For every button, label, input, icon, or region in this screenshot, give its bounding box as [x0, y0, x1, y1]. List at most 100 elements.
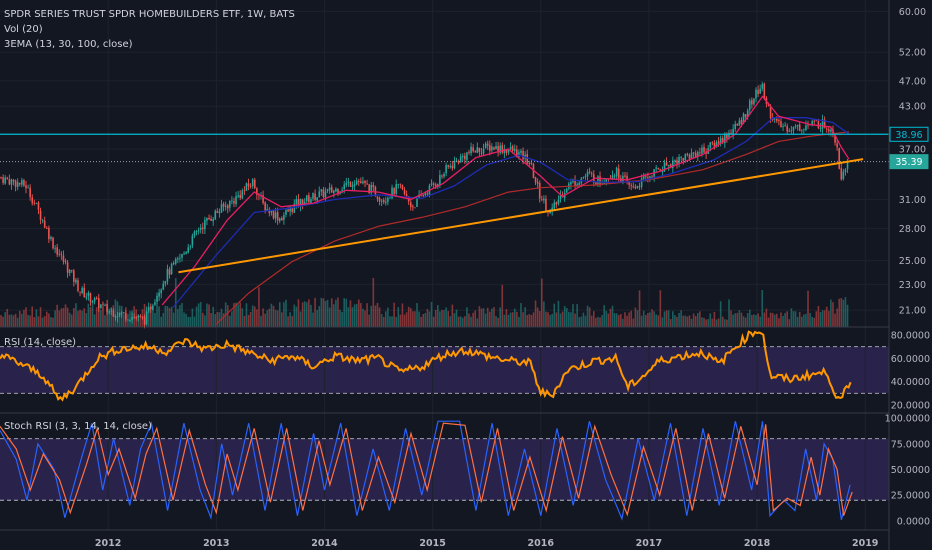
volume-bar — [18, 310, 21, 327]
volume-bar — [210, 313, 212, 327]
volume-bar — [360, 303, 362, 327]
volume-bar — [563, 306, 566, 327]
volume-bar — [711, 318, 714, 327]
volume-bar — [701, 317, 703, 327]
volume-bar — [114, 299, 117, 327]
candle-body — [572, 180, 574, 183]
candle-body — [262, 195, 264, 203]
volume-bar — [836, 308, 838, 327]
candle-body — [181, 254, 183, 258]
candle-body — [168, 269, 171, 275]
price-badge — [889, 154, 929, 170]
volume-bar — [757, 313, 759, 327]
volume-bar — [424, 312, 427, 327]
candle-body — [210, 218, 212, 221]
volume-bar — [653, 311, 655, 327]
candle-body — [503, 149, 506, 154]
candle-body — [303, 201, 306, 205]
volume-bar — [237, 304, 239, 327]
candle-body — [37, 202, 40, 210]
candle-body — [680, 157, 682, 158]
volume-bar — [154, 312, 156, 327]
volume-bar — [108, 311, 110, 327]
candle-body — [245, 183, 248, 191]
candle-body — [149, 306, 152, 310]
candle-body — [800, 130, 803, 131]
volume-bar — [439, 311, 441, 327]
candle-body — [106, 304, 108, 312]
candle-body — [478, 147, 481, 153]
volume-bar — [428, 311, 431, 327]
volume-bar — [657, 315, 660, 327]
candle-body — [314, 193, 316, 200]
volume-bar — [572, 304, 574, 327]
volume-bar — [43, 316, 46, 327]
candle-body — [805, 125, 807, 131]
price-axis[interactable]: 60.00 52.00 47.00 43.00 37.00 31.00 28.00 25.00… — [899, 7, 926, 317]
volume-bar — [6, 308, 9, 327]
candle-body — [62, 255, 65, 262]
volume-bar — [538, 310, 541, 327]
volume-bar — [418, 311, 420, 327]
candle-body — [229, 201, 231, 208]
volume-bar — [264, 313, 266, 327]
candle-body — [717, 141, 720, 144]
candle-body — [416, 197, 418, 207]
candle-body — [2, 177, 4, 183]
volume-bar — [12, 315, 15, 327]
candle-body — [414, 207, 416, 209]
volume-bar — [719, 301, 722, 327]
candle-body — [688, 154, 691, 159]
candle-body — [177, 258, 179, 260]
candle-body — [108, 311, 110, 313]
candle-body — [511, 146, 514, 151]
candle-body — [699, 152, 701, 154]
volume-bar — [455, 309, 458, 327]
candle-body — [726, 133, 728, 139]
candle-body — [299, 198, 302, 207]
volume-bar — [684, 315, 687, 327]
candle-body — [788, 130, 791, 132]
volume-bar — [590, 315, 593, 327]
volume-bar — [364, 310, 366, 327]
rsi-axis[interactable]: 80.0000 60.0000 40.0000 20.0000 — [891, 331, 930, 412]
stoch-legend: Stoch RSI (3, 3, 14, 14, close) — [4, 421, 152, 432]
candle-body — [41, 220, 44, 222]
candle-body — [493, 147, 495, 150]
volume-bar — [35, 309, 38, 327]
candle-body — [459, 156, 462, 163]
volume-bar — [89, 306, 92, 327]
volume-bar — [10, 314, 13, 327]
volume-bar — [281, 312, 283, 327]
candle-body — [116, 316, 119, 318]
candle-body — [644, 176, 647, 178]
volume-bar — [622, 318, 624, 327]
candle-body — [312, 192, 314, 199]
volume-bar — [349, 300, 352, 327]
candle-body — [137, 315, 140, 318]
volume-bar — [503, 314, 506, 327]
candle-body — [220, 204, 223, 213]
volume-bar — [605, 310, 608, 327]
candle-body — [678, 156, 680, 164]
candle-body — [734, 123, 737, 129]
stoch-axis[interactable]: 100.0000 75.0000 50.0000 25.0000 0.0000 — [885, 414, 930, 528]
volume-bar — [493, 307, 495, 327]
volume-bar — [620, 314, 622, 327]
candle-body — [391, 187, 393, 199]
volume-bar — [305, 302, 308, 327]
candle-body — [16, 182, 19, 187]
volume-bar — [326, 299, 329, 327]
candle-body — [118, 312, 121, 316]
volume-bar — [297, 299, 300, 327]
candle-body — [370, 184, 373, 193]
candle-body — [297, 199, 300, 206]
volume-bar — [430, 301, 433, 327]
candle-body — [193, 231, 196, 236]
candle-body — [87, 292, 90, 296]
volume-bar — [459, 316, 462, 327]
rsi-tick-label: 60.0000 — [891, 354, 930, 365]
trendline[interactable] — [178, 158, 864, 274]
time-axis[interactable]: 2012 2013 2014 2015 2016 2017 2018 2019 — [95, 538, 879, 549]
